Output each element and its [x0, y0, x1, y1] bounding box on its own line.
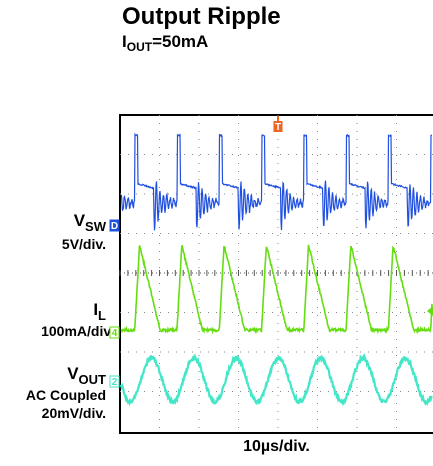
il-marker: 4 [112, 328, 118, 339]
il-level-marker [427, 306, 433, 316]
vout-marker: 2 [112, 377, 118, 388]
trigger-marker: T [275, 122, 281, 133]
vsw-marker: D [111, 221, 118, 232]
il-trace [121, 245, 432, 332]
vsw-trace [121, 135, 432, 231]
vout-trace [121, 356, 432, 404]
